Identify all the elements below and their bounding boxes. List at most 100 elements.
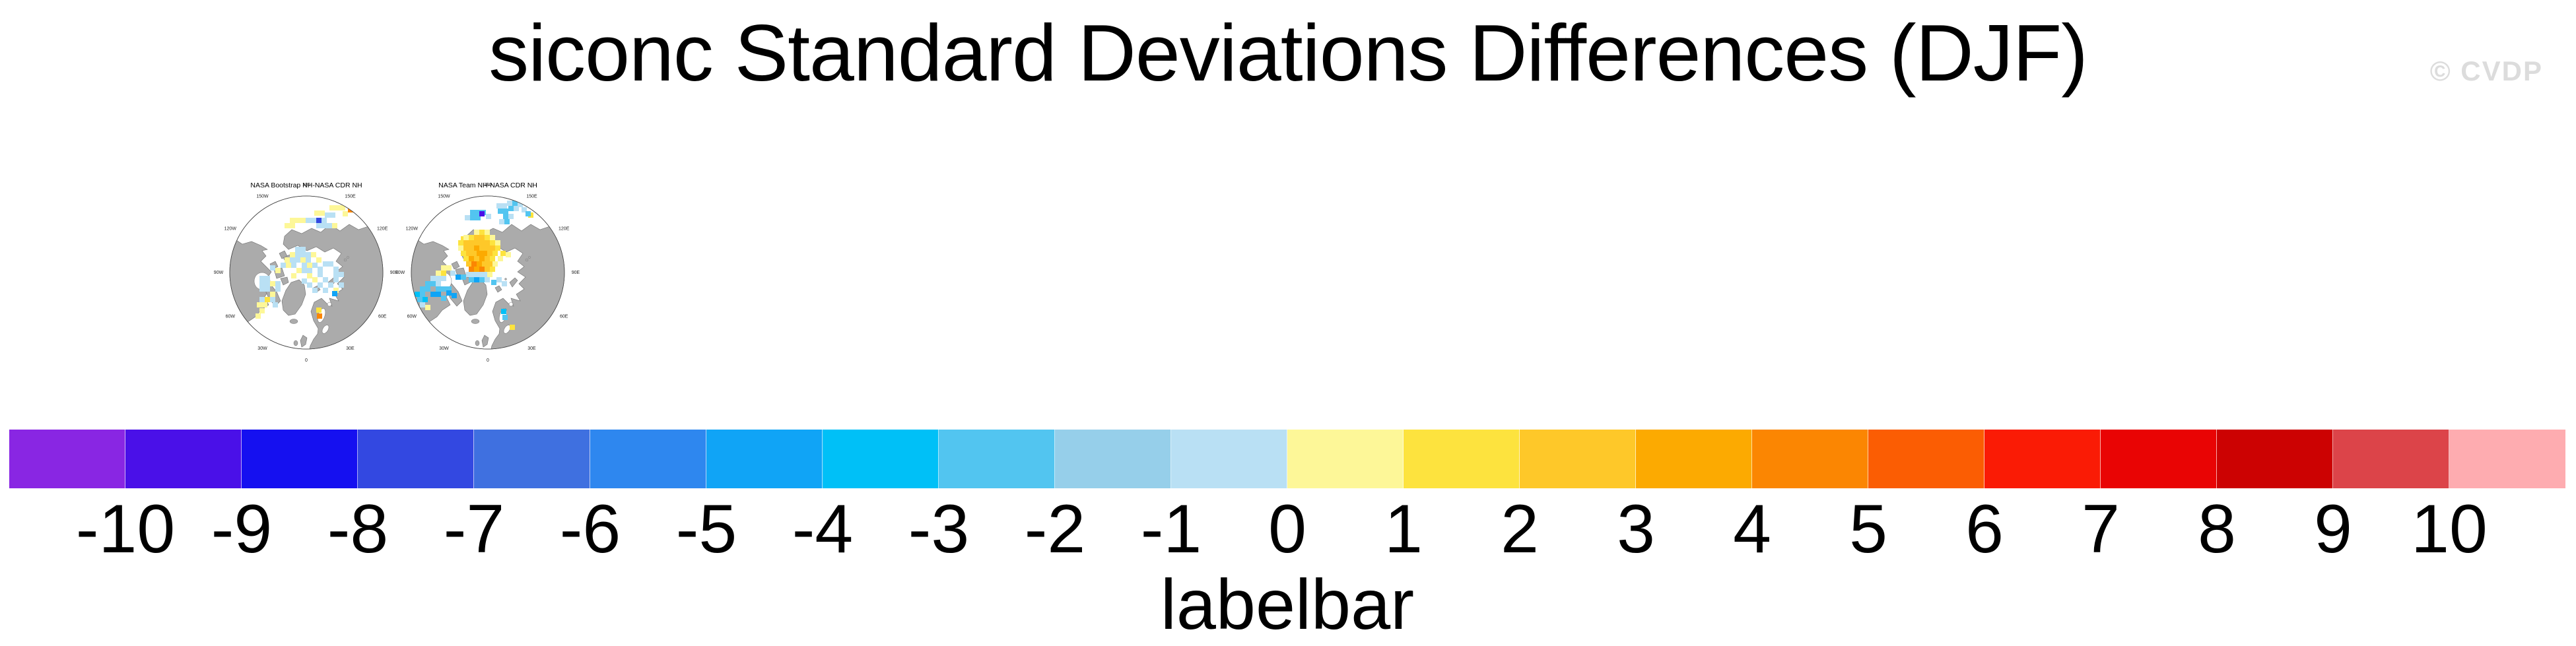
lon-label: 0 [305,358,308,363]
grid-cell [458,245,463,251]
grid-cell [474,240,479,245]
land-mass [281,279,306,316]
grid-cell [259,308,265,313]
colorbar-tick: 4 [1733,491,1771,567]
grid-cell [322,218,327,223]
grid-cell [479,245,485,251]
cvdp-watermark: © CVDP [2429,55,2543,86]
lon-label: 60W [407,314,417,319]
grid-cell [430,292,436,297]
grid-cell [491,280,496,285]
grid-cell [420,302,425,307]
lon-label: 60W [226,314,236,319]
colorbar-tick: -3 [908,491,970,567]
grid-cell [296,268,302,273]
grid-cell [436,276,441,281]
grid-cell [485,245,490,251]
grid-cell [501,309,506,314]
grid-cell [441,271,446,276]
colorbar-tick: -4 [792,491,854,567]
grid-cell [487,251,492,256]
grid-cell [510,325,515,330]
grid-cell [436,281,441,286]
grid-cell [314,210,320,216]
grid-cell [322,223,327,228]
grid-cell [318,272,323,277]
grid-cell [479,230,485,235]
colorbar-segment [1636,430,1752,488]
grid-cell [475,215,481,220]
grid-cell [485,230,490,235]
grid-cell [275,281,281,286]
grid-cell [265,276,270,281]
grid-cell [496,203,502,209]
grid-cell [300,252,306,257]
grid-cell [316,307,322,313]
grid-cell [270,292,275,297]
grid-cell [259,276,265,281]
grid-cell [423,297,428,302]
grid-cell [330,212,335,218]
grid-cell [522,207,527,212]
lon-label: 120E [559,226,570,231]
grid-cell [463,245,469,251]
colorbar-segment [1984,430,2101,488]
grid-cell [333,272,339,277]
grid-cell [302,268,307,273]
grid-cell [450,271,456,276]
grid-cell [487,272,492,277]
grid-cell [461,275,466,280]
grid-cell [498,209,503,214]
grid-cell [470,210,475,215]
grid-cell [285,223,290,228]
grid-cell [333,267,339,272]
colorbar-segment [706,430,823,488]
grid-cell [290,223,295,228]
grid-cell [328,261,333,267]
grid-cell [306,257,311,263]
grid-cell [425,281,430,286]
colorbar-tick: -8 [327,491,389,567]
grid-cell [463,256,469,261]
lon-label: 90W [395,271,405,275]
grid-cell [502,203,507,209]
colorbar-caption: labelbar [1160,564,1415,644]
colorbar-tick: 9 [2314,491,2352,567]
grid-cell [469,277,474,282]
grid-cell [259,297,265,302]
grid-cell [259,286,265,292]
grid-cell [291,273,296,278]
grid-cell [469,267,474,272]
grid-cell [257,302,262,307]
grid-cell [332,291,337,296]
grid-cell [270,265,275,271]
colorbar-tick: 7 [2082,491,2120,567]
grid-cell [302,278,307,284]
grid-cell [479,240,485,245]
grid-cell [312,263,318,268]
grid-cell [281,263,286,268]
grid-cell [295,257,300,263]
colorbar-segment [1171,430,1287,488]
grid-cell [318,282,323,288]
colorbar-tick: 3 [1617,491,1655,567]
grid-cell [265,281,270,286]
grid-cell [485,240,490,245]
grid-cell [290,257,295,263]
lon-label: 120E [377,226,388,231]
grid-cell [436,292,441,297]
lon-label: 120W [406,226,419,231]
colorbar-segment [1520,430,1636,488]
land-mass [283,224,383,349]
grid-cell [312,288,318,293]
lon-label: 90W [214,271,224,275]
grid-cell [477,272,482,277]
grid-cell [495,240,500,245]
grid-cell [307,263,312,268]
grid-cell [425,286,430,292]
map-panel-title: NASA Team NH-NASA CDR NH [438,181,537,189]
colorbar-segment [1055,430,1171,488]
grid-cell [512,201,518,206]
grid-cell [415,292,420,297]
